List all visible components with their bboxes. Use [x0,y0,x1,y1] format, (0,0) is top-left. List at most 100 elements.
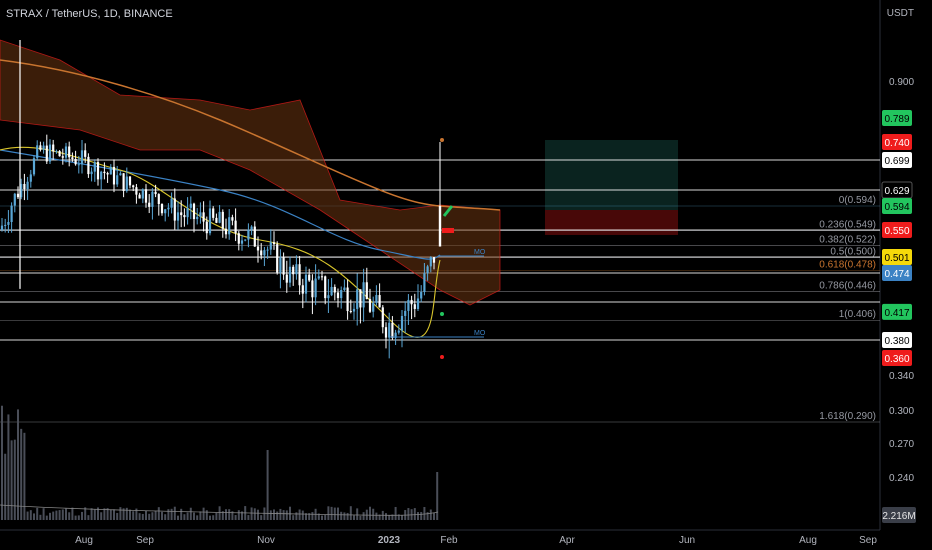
candle-body [295,264,298,275]
mo-annotation: MO [474,249,486,256]
candle-body [429,257,432,267]
volume-bar [186,512,189,520]
volume-bar [1,405,3,520]
volume-bar [196,515,199,520]
volume-bar [145,510,147,520]
candle-body [365,282,368,300]
candle-body [311,280,314,298]
volume-tag-label: 2.216M [882,511,915,522]
volume-bar [369,506,371,520]
volume-bar [36,507,39,520]
candle-body [26,181,29,190]
candle-body [391,322,394,338]
volume-bar [33,513,35,520]
candle-body [231,217,234,221]
volume-bar [308,513,311,520]
volume-tag [882,507,916,523]
volume-bar [20,428,23,520]
volume-bar [292,515,295,520]
volume-bar [228,509,231,520]
candle-body [279,257,282,273]
candle-body [336,292,340,299]
candle-body [333,286,336,293]
volume-bar [333,507,336,520]
candle-body [378,295,381,308]
candle-body [205,221,208,234]
volume-bar [129,509,131,520]
volume-bar [106,508,109,520]
volume-bar [161,511,163,520]
volume-bar [356,508,359,520]
candle-body [410,299,413,305]
time-axis-label: Aug [75,535,93,546]
candle-body [125,176,128,192]
candle-body [253,226,256,247]
candle-body [122,173,125,192]
candle-body [438,206,442,247]
volume-bar [116,512,119,520]
price-tag-label: 0.789 [884,114,909,125]
candle-body [413,304,416,309]
volume-bar [378,514,381,520]
candle-body [10,205,13,223]
volume-bar [260,515,263,520]
volume-bar [132,511,135,520]
volume-bar [42,508,45,520]
candle-body [218,211,221,223]
volume-bar [170,508,173,520]
candle-body [160,203,164,214]
price-tag [882,134,912,150]
candle-body [359,289,362,308]
candle-body [343,287,346,291]
price-tag-label: 0.699 [884,156,909,167]
volume-bar [100,512,103,520]
volume-bar [199,511,202,520]
fib-label: 0.618(0.478) [819,260,876,271]
candle-body [90,171,93,175]
target-zone [545,140,678,210]
candle-body [208,208,212,234]
candle-body [356,289,359,309]
candle-body [106,173,109,175]
signal-dot [440,355,444,359]
candle-body [4,224,7,226]
price-axis-label: 0.240 [889,473,914,484]
volume-bar [343,512,346,520]
candle-body [141,189,144,199]
volume-bar [90,508,93,520]
volume-bar [68,512,71,520]
candle-body [215,217,218,223]
candle-body [407,299,410,311]
candle-body [346,287,349,312]
volume-bar [237,510,240,520]
volume-bar [212,515,215,520]
volume-bar [209,515,211,520]
price-tag-label: 0.380 [884,336,909,347]
candle-body [327,295,330,299]
volume-bar [119,507,122,520]
ichimoku-cloud [0,39,501,306]
signal-dot [440,312,444,316]
volume-bar [413,508,416,520]
volume-bar [29,510,32,520]
candle-body [388,322,391,338]
price-tag [882,152,912,168]
candle-body [381,307,384,328]
volume-bar [193,512,195,520]
candle-body [23,183,26,190]
candle-body [304,274,308,294]
candle-body [404,310,407,316]
volume-bar [157,507,160,520]
price-tag-label: 0.501 [884,253,909,264]
candle-body [157,194,160,204]
volume-bar [285,510,288,520]
candle-body [74,158,77,165]
candle-body [77,164,80,166]
time-axis-label: Sep [136,535,154,546]
volume-bar [205,510,208,520]
volume-bar [52,511,55,520]
candle-body [58,151,61,157]
volume-bar [221,511,224,520]
fib-label: 0.5(0.500) [830,247,876,258]
